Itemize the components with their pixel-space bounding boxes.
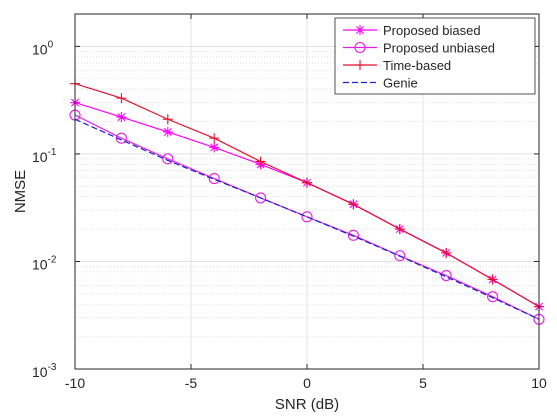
data-point-time-based — [487, 274, 498, 285]
series-genie — [74, 118, 540, 320]
data-point-time-based — [441, 247, 452, 258]
x-tick-label: 0 — [303, 375, 311, 391]
data-point-proposed-biased — [116, 112, 127, 123]
data-point-proposed-biased — [162, 126, 173, 137]
data-point-proposed-unbiased — [301, 211, 313, 223]
legend-label-genie: Genie — [383, 76, 418, 91]
data-point-time-based — [302, 177, 312, 188]
legend-box — [334, 17, 536, 95]
marker-stroke — [356, 26, 364, 34]
axis-ticks — [74, 14, 540, 370]
y-tick-label: 10-3 — [32, 362, 57, 380]
data-point-time-based — [162, 114, 173, 125]
data-point-time-based — [394, 224, 405, 235]
data-point-time-based — [209, 133, 220, 144]
marker-stroke — [210, 143, 219, 152]
data-point-proposed-unbiased — [440, 269, 452, 282]
x-tick-label: 10 — [531, 375, 547, 391]
x-tick-label: -10 — [65, 375, 85, 391]
data-point-proposed-unbiased — [394, 250, 406, 262]
marker-stroke — [163, 127, 172, 136]
legend-marker-proposed-biased — [355, 25, 365, 35]
data-point-time-based — [348, 199, 359, 210]
series-time-based — [70, 78, 544, 312]
data-point-proposed-unbiased — [347, 229, 359, 241]
legend-marker-proposed-unbiased — [354, 41, 366, 54]
data-point-proposed-unbiased — [208, 173, 220, 185]
data-point-proposed-unbiased — [487, 291, 499, 303]
series-line-proposed-unbiased — [74, 114, 540, 320]
x-tick-label: 5 — [419, 375, 427, 391]
legend: Proposed biased Proposed unbiased Time-bas… — [334, 17, 536, 95]
y-axis-label: NMSE — [12, 170, 29, 213]
data-point-proposed-biased — [209, 142, 220, 153]
legend-entry-genie: Genie — [343, 76, 418, 91]
data-point-proposed-unbiased — [162, 153, 174, 165]
legend-label-proposed-unbiased: Proposed unbiased — [383, 41, 495, 56]
x-axis-label: SNR (dB) — [275, 396, 339, 413]
y-tick-label: 100 — [32, 39, 54, 57]
marker-stroke — [117, 113, 126, 122]
data-point-time-based — [255, 156, 266, 167]
legend-label-proposed-biased: Proposed biased — [383, 23, 481, 38]
data-point-proposed-unbiased — [255, 192, 267, 204]
legend-entry-proposed-biased: Proposed biased — [343, 23, 481, 38]
legend-entry-proposed-unbiased: Proposed unbiased — [343, 41, 495, 56]
tick-labels: -10 -5 0 5 10 10-3 10-2 10-1 100 — [32, 39, 547, 391]
y-tick-label: 10-2 — [32, 254, 57, 272]
x-tick-label: -5 — [185, 375, 198, 391]
series-line-genie — [74, 118, 540, 320]
legend-marker-time-based — [355, 60, 365, 70]
y-tick-label: 10-1 — [32, 147, 57, 165]
legend-label-time-based: Time-based — [383, 58, 451, 73]
data-point-time-based — [116, 93, 127, 104]
legend-entry-time-based: Time-based — [343, 58, 451, 73]
